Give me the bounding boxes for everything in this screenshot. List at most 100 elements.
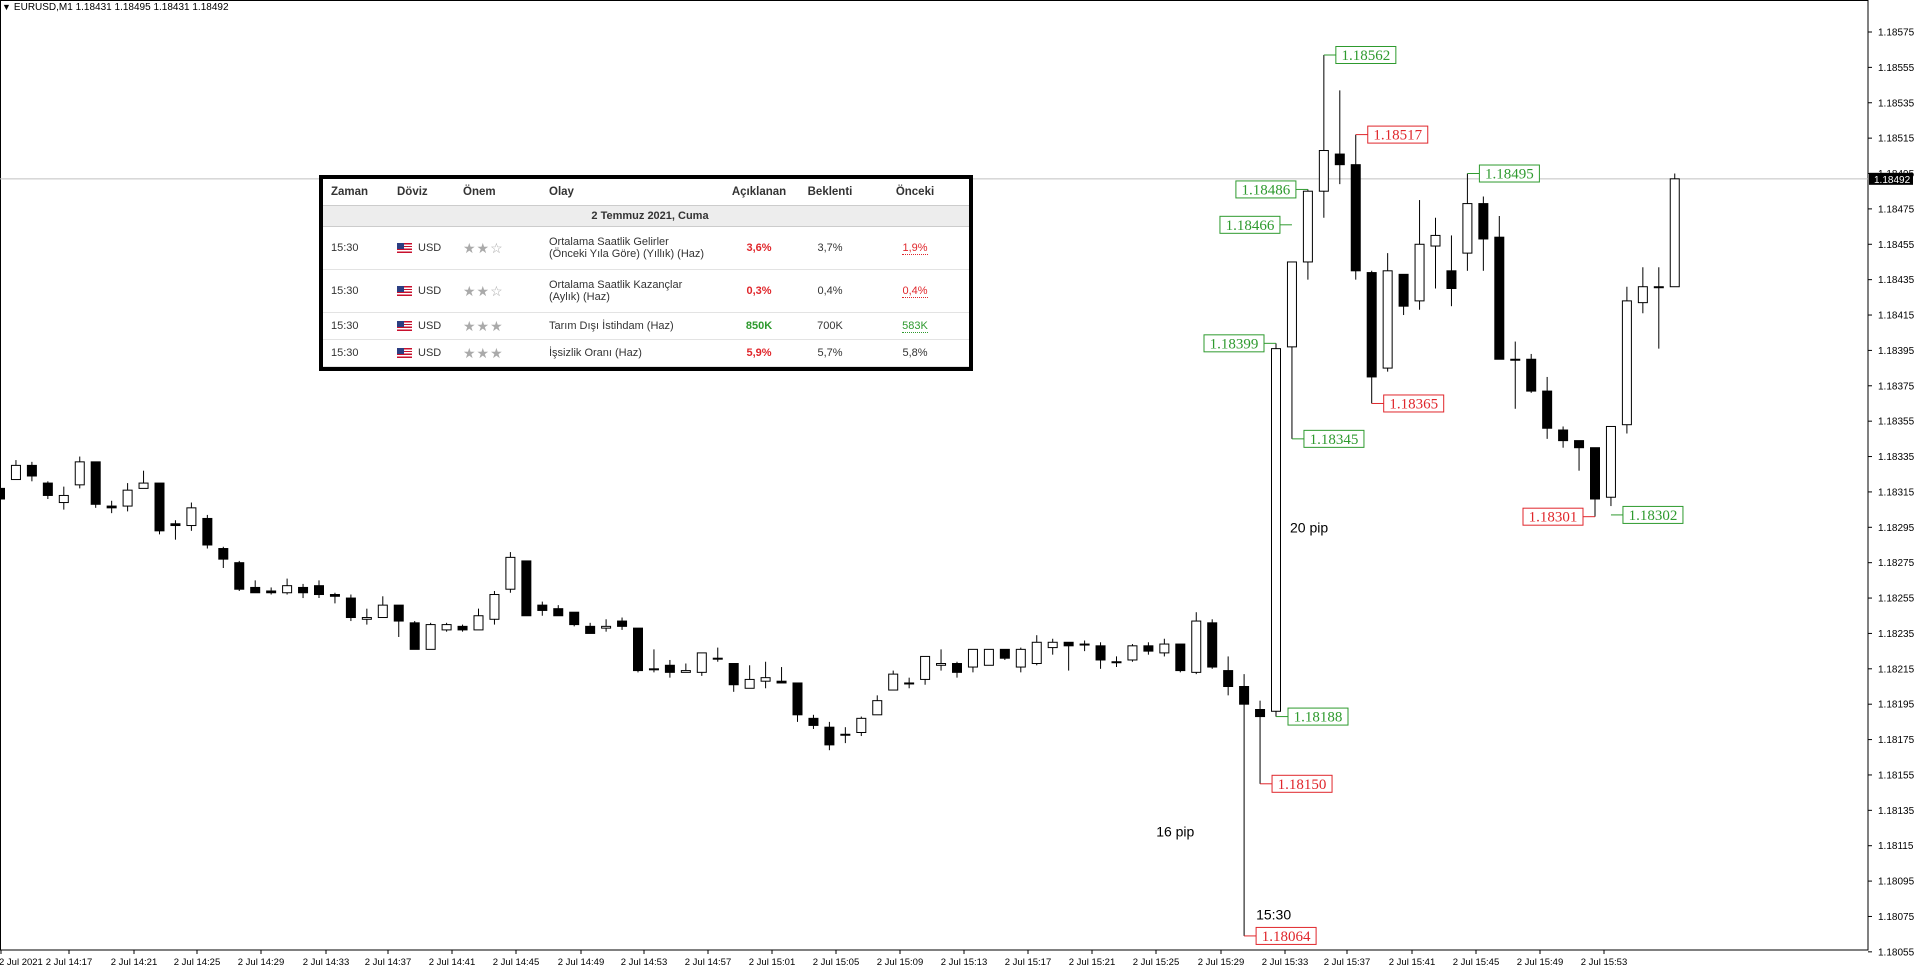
y-tick-label: 1.18055: [1878, 947, 1915, 958]
forecast-cell: 3,7%: [799, 226, 861, 270]
actual-cell: 5,9%: [719, 339, 799, 367]
candle-bear: [617, 620, 628, 627]
annotations: 20 pip 16 pip 15:30: [1156, 519, 1328, 922]
candle-bear: [1398, 273, 1409, 307]
candles: [0, 54, 1680, 936]
x-tick-label: 2 Jul 14:53: [621, 957, 667, 968]
candle-bear: [1223, 670, 1234, 688]
current-price-badge: [1869, 172, 1913, 185]
y-tick-label: 1.18575: [1878, 28, 1915, 39]
y-tick-label: 1.18535: [1878, 98, 1915, 109]
candle-bear: [329, 594, 340, 597]
x-tick-label: 2 Jul 15:29: [1198, 957, 1244, 968]
x-tick-label: 2 Jul 15:01: [749, 957, 795, 968]
event-cell: Tarım Dışı İstihdam (Haz): [541, 312, 719, 340]
calendar-date-row: 2 Temmuz 2021, Cuma: [323, 205, 969, 227]
candle-bear: [170, 523, 181, 527]
y-tick-label: 1.18375: [1878, 381, 1915, 392]
previous-value: 5,8%: [902, 347, 928, 359]
header-time: Zaman: [323, 179, 389, 206]
importance-cell: ★★★: [455, 339, 541, 367]
y-tick-label: 1.18115: [1878, 841, 1914, 852]
previous-cell: 1,9%: [861, 226, 969, 270]
calendar-row[interactable]: 15:30 USD ★★★ Tarım Dışı İstihdam (Haz) 850K…: [323, 312, 969, 340]
header-event: Olay: [541, 179, 719, 206]
price-label-box: [1219, 215, 1281, 234]
price-label-text: 1.18486: [1242, 182, 1291, 198]
x-tick-label: 2 Jul 14:17: [46, 957, 92, 968]
candle-bear: [1558, 429, 1569, 442]
candle-bull: [888, 673, 899, 691]
candle-bear: [1478, 203, 1489, 240]
candle-bull: [1430, 234, 1441, 247]
candle-bear: [1350, 164, 1361, 272]
candle-bear: [1334, 153, 1345, 166]
candle-bear: [1239, 686, 1250, 705]
candle-bull: [872, 700, 883, 716]
actual-cell: 3,6%: [719, 226, 799, 270]
y-tick-label: 1.18175: [1878, 735, 1915, 746]
header-previous: Önceki: [861, 179, 969, 206]
candle-bear: [1255, 709, 1266, 718]
candle-bear: [1446, 270, 1457, 289]
candle-bull: [856, 717, 867, 733]
y-tick-label: 1.18335: [1878, 452, 1915, 463]
candle-bull: [1669, 178, 1680, 288]
x-tick-label: 2 Jul 14:41: [429, 957, 475, 968]
annotation-text: 20 pip: [1290, 519, 1328, 535]
forecast-cell: 0,4%: [799, 269, 861, 313]
price-label-box: [1255, 926, 1317, 945]
plot-frame: [0, 0, 1869, 951]
y-tick-label: 1.18315: [1878, 487, 1915, 498]
event-cell: Ortalama Saatlik Kazançlar (Aylık) (Haz): [541, 269, 719, 313]
calendar-row[interactable]: 15:30 USD ★★☆ Ortalama Saatlik Kazançlar (Ay…: [323, 269, 969, 313]
candle-bull: [601, 625, 612, 629]
candle-bear: [824, 726, 835, 746]
calendar-row[interactable]: 15:30 USD ★★★ İşsizlik Oranı (Haz) 5,9% 5,7% 5…: [323, 339, 969, 367]
candle-bull: [1510, 358, 1521, 361]
candle-bull: [648, 668, 659, 671]
calendar-row[interactable]: 15:30 USD ★★☆ Ortalama Saatlik Gelirler (Önc…: [323, 226, 969, 270]
forecast-cell: 5,7%: [799, 339, 861, 367]
candle-bull: [1015, 648, 1026, 668]
price-label-text: 1.18301: [1529, 510, 1578, 526]
previous-cell: 0,4%: [861, 269, 969, 313]
candle-bear: [266, 590, 277, 594]
price-label-text: 1.18495: [1485, 167, 1534, 183]
price-label-text: 1.18150: [1278, 777, 1327, 793]
y-tick-label: 1.18555: [1878, 63, 1915, 74]
symbol-header[interactable]: ▼ EURUSD,M1 1.18431 1.18495 1.18431 1.184…: [2, 2, 229, 13]
candle-bear: [106, 505, 117, 509]
x-tick-label: 2 Jul 14:21: [111, 957, 157, 968]
y-tick-label: 1.18195: [1878, 700, 1915, 711]
candle-bear: [1526, 358, 1537, 392]
candle-bear: [585, 625, 596, 634]
y-tick-label: 1.18295: [1878, 523, 1915, 534]
candle-bear: [1574, 440, 1585, 449]
previous-cell: 583K: [861, 312, 969, 340]
currency-code: USD: [418, 320, 442, 332]
candle-bull: [1621, 300, 1632, 426]
dropdown-triangle-icon[interactable]: ▼: [2, 2, 11, 12]
candle-bull: [1079, 643, 1090, 646]
y-tick-label: 1.18475: [1878, 204, 1915, 215]
y-tick-label: 1.18135: [1878, 806, 1915, 817]
price-label-text: 1.18365: [1389, 396, 1438, 412]
y-tick-label: 1.18075: [1878, 912, 1915, 923]
candle-bear: [345, 597, 356, 619]
candle-bear: [154, 482, 165, 532]
price-label-text: 1.18302: [1629, 508, 1678, 524]
candle-bear: [202, 517, 213, 546]
price-label-text: 1.18399: [1210, 336, 1259, 352]
price-label-box: [1303, 429, 1365, 448]
candle-bear: [1207, 622, 1218, 668]
event-cell: İşsizlik Oranı (Haz): [541, 339, 719, 367]
candle-bull: [1031, 641, 1042, 665]
candle-bear: [26, 464, 37, 477]
candle-bear: [952, 663, 962, 673]
price-label-box: [1335, 45, 1397, 64]
candle-bear: [537, 604, 548, 611]
x-tick-label: 2 Jul 14:45: [493, 957, 539, 968]
forecast-cell: 700K: [799, 312, 861, 340]
